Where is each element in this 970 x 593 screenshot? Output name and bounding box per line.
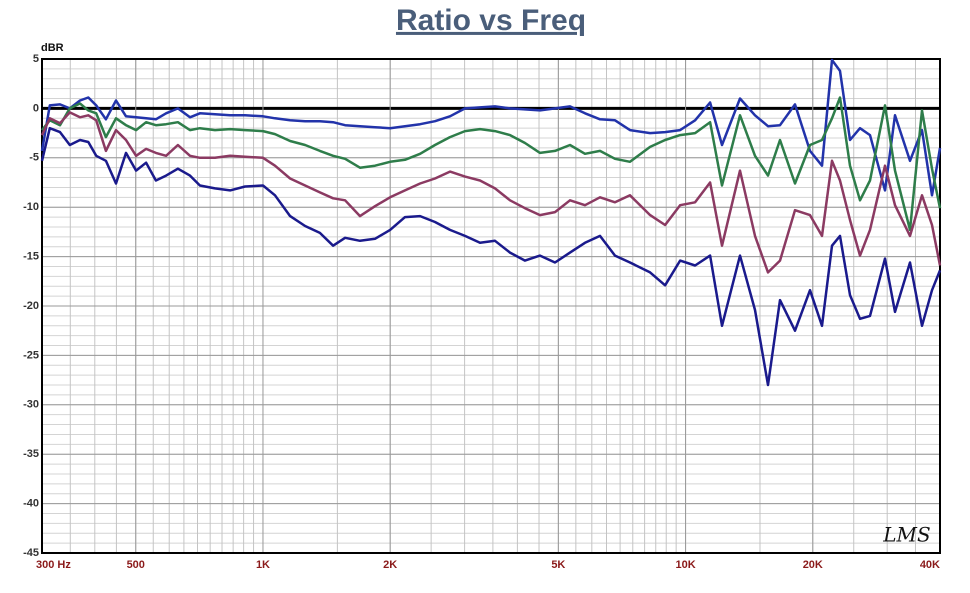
x-tick-label: 40K <box>920 559 940 571</box>
series-line <box>41 96 942 232</box>
x-tick-label: 10K <box>675 559 695 571</box>
signature: LMS <box>882 523 930 547</box>
series-line <box>40 111 942 274</box>
x-tick-label: 500 <box>127 559 145 571</box>
x-tick-label: 20K <box>803 559 823 571</box>
y-tick-label: 0 <box>33 102 39 114</box>
chart-title: Ratio vs Freq <box>396 4 586 37</box>
y-tick-label: -15 <box>23 251 39 263</box>
y-tick-label: -30 <box>23 399 39 411</box>
x-tick-label: 2K <box>383 559 397 571</box>
x-tick-label: 300 Hz <box>36 559 71 571</box>
y-tick-label: -35 <box>23 448 39 460</box>
y-tick-label: -40 <box>23 498 39 510</box>
y-tick-label: 5 <box>33 53 39 65</box>
plot-frame <box>41 58 941 554</box>
y-tick-label: -10 <box>23 201 39 213</box>
y-tick-label: -20 <box>23 300 39 312</box>
series-line <box>40 58 942 197</box>
series-line <box>40 126 942 387</box>
x-tick-label: 1K <box>256 559 270 571</box>
y-axis-label: dBR <box>41 42 64 54</box>
y-tick-label: -25 <box>23 349 39 361</box>
y-tick-label: -45 <box>23 547 39 559</box>
y-tick-label: -5 <box>29 152 39 164</box>
x-tick-label: 5K <box>551 559 565 571</box>
